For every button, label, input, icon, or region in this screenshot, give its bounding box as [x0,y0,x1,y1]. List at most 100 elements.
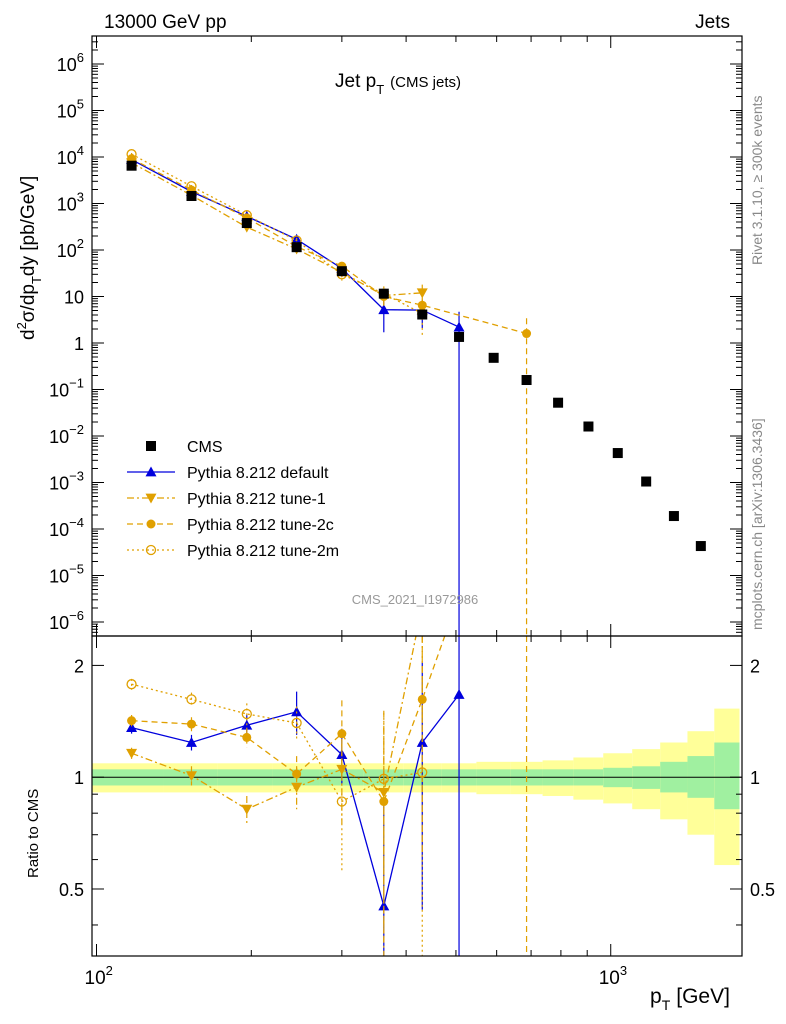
cms-data-point [417,309,428,320]
ratio-data-point [378,900,390,911]
ratio-data-point [292,769,302,779]
legend: CMS Pythia 8.212 default Pythia 8.212 tune… [127,439,339,560]
ratio-data-point [185,737,197,747]
ratio-data-point [336,796,348,807]
y-tick-label-exp: 4 [77,143,84,158]
legend-entry: Pythia 8.212 tune-2m [127,543,339,560]
y-tick-label: 10−5 [49,562,84,587]
cms-data-point [521,375,532,386]
y-tick-label: 106 [57,50,84,75]
plot-title-suffix: (CMS jets) [390,74,461,91]
ratio-data-point [185,771,197,782]
x-tick-label: 102 [85,963,113,989]
cms-data-point [126,160,137,171]
y-label-d: d [18,329,39,340]
y-tick-label-base: 10 [64,287,84,307]
cms-data-point [241,218,252,229]
legend-marker [146,441,156,451]
legend-entry: Pythia 8.212 default [127,465,329,482]
main-panel-series [126,149,706,636]
y-tick-label-base: 10 [49,520,69,540]
cms-data-point [668,511,679,522]
y-tick-label: 10−3 [49,469,84,494]
y-tick-label-base: 10 [57,55,77,75]
mcplots-label: mcplots.cern.ch [arXiv:1306.3436] [749,418,765,630]
y-axis-label: d2σ/dpTdy [pb/GeV] [14,176,44,340]
cms-data-point [454,331,465,342]
x-tick-label-base: 10 [85,968,106,989]
analysis-watermark: CMS_2021_I1972986 [352,592,479,607]
main-data-point [186,181,197,192]
cms-data-point [695,541,706,552]
legend-entry: Pythia 8.212 tune-1 [127,491,326,508]
plot-title-main: Jet p [335,71,376,92]
cms-data-point [336,266,347,277]
legend-label: Pythia 8.212 default [187,465,329,482]
x-tick-label-exp: 3 [620,963,627,978]
y-tick-label: 10−1 [49,375,84,400]
category-label: Jets [695,12,730,33]
x-label-main: p [650,985,662,1008]
ratio-data-point [291,706,303,717]
axis-ticks: 102 10310610510410310210110−110−210−310−4… [49,35,775,989]
ratio-data-point [127,716,137,726]
y-tick-label-exp: −4 [69,515,84,530]
y-tick-label-base: 10 [49,567,69,587]
ratio-data-point [186,719,196,729]
ratio-y-tick-label-right: 2 [750,656,760,676]
y-label-sup: 2 [14,322,29,329]
y-tick-label: 10−6 [49,608,84,633]
cms-data-point [291,242,302,253]
stat-uncertainty-band [714,742,740,810]
ratio-data-point [126,722,138,733]
y-tick-label: 104 [57,143,84,168]
ratio-uncertainty-bands [92,708,740,866]
y-tick-label: 102 [57,236,84,261]
y-tick-label-exp: 5 [77,96,84,111]
y-tick-label-exp: 2 [77,236,84,251]
ratio-data-point [186,694,197,705]
legend-marker [146,519,156,529]
energy-label: 13000 GeV pp [104,12,227,33]
rivet-label: Rivet 3.1.10, ≥ 300k events [749,95,765,265]
y-tick-label-base: 10 [49,380,69,400]
y-label-sigma: σ/dp [18,284,39,322]
y-tick-label-exp: −2 [69,422,84,437]
y-label-sub: T [29,276,44,284]
ratio-y-tick-label-right: 1 [750,768,760,788]
cms-data-point [378,288,389,299]
ratio-panel-series [126,636,528,956]
x-tick-label: 103 [599,963,627,989]
ratio-data-point [291,717,302,729]
plot-title-sub: T [376,82,384,97]
main-data-point [416,288,428,299]
y-tick-label-base: 10 [57,194,77,214]
y-label-rest: dy [pb/GeV] [18,176,39,276]
ratio-series-line [131,636,446,803]
ratio-y-tick-label-left: 0.5 [59,880,84,900]
cms-data-point [641,476,652,487]
y-tick-label: 1 [74,334,84,354]
ratio-data-point [417,767,428,778]
y-tick-label-exp: 6 [77,50,84,65]
x-label-sub: T [662,997,671,1013]
cms-data-point [553,397,564,408]
main-data-point [126,149,137,160]
y-tick-label-base: 10 [57,148,77,168]
ratio-y-tick-label-left: 2 [74,656,84,676]
y-tick-label-base: 10 [49,613,69,633]
y-tick-label-base: 1 [74,334,84,354]
ratio-data-point [242,732,252,742]
ratio-panel-frame [91,635,743,957]
legend-label: Pythia 8.212 tune-2m [187,543,339,560]
main-series-line [131,159,460,328]
axes-frames [91,35,743,957]
y-tick-label: 10−2 [49,422,84,447]
cms-data-point [488,352,499,363]
y-tick-label: 10 [64,287,84,307]
y-tick-label-exp: −1 [69,375,84,390]
legend-marker [145,544,157,556]
cms-data-point [186,190,197,201]
x-label-unit: [GeV] [676,985,730,1008]
